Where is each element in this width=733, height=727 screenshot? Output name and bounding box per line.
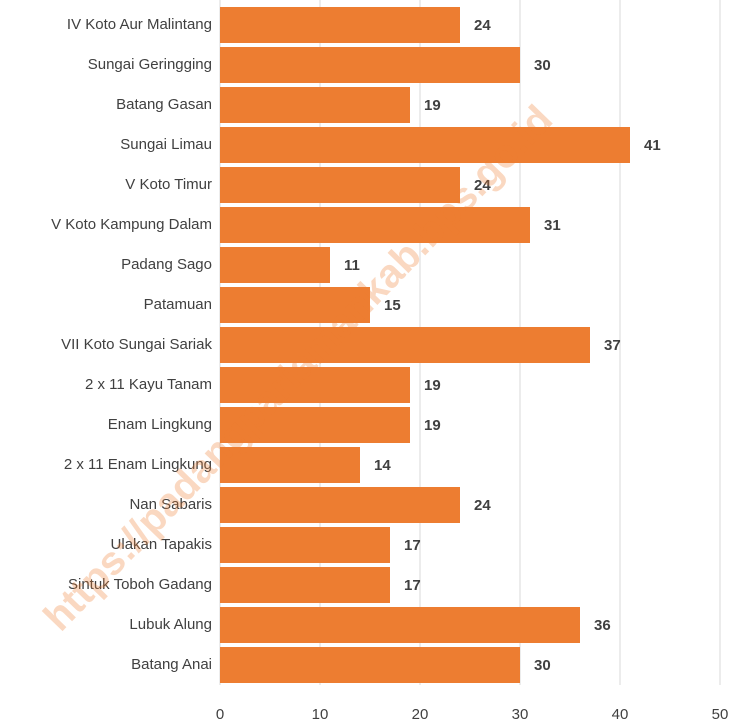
value-label: 19 xyxy=(424,417,441,434)
bar xyxy=(220,367,410,403)
bar xyxy=(220,87,410,123)
bar xyxy=(220,447,360,483)
x-tick-label: 20 xyxy=(412,706,429,723)
value-label: 41 xyxy=(644,137,661,154)
y-tick-label: Padang Sago xyxy=(121,256,212,273)
y-tick-label: Enam Lingkung xyxy=(108,416,212,433)
y-tick-label: Batang Gasan xyxy=(116,96,212,113)
value-label: 19 xyxy=(424,97,441,114)
y-tick-label: V Koto Kampung Dalam xyxy=(51,216,212,233)
y-tick-label: Patamuan xyxy=(144,296,212,313)
y-tick-label: 2 x 11 Kayu Tanam xyxy=(85,376,212,393)
bar xyxy=(220,247,330,283)
x-tick-label: 10 xyxy=(312,706,329,723)
bar xyxy=(220,167,460,203)
bar xyxy=(220,327,590,363)
bar xyxy=(220,207,530,243)
value-label: 17 xyxy=(404,577,421,594)
x-tick-label: 40 xyxy=(612,706,629,723)
bar xyxy=(220,567,390,603)
value-label: 24 xyxy=(474,177,491,194)
value-label: 19 xyxy=(424,377,441,394)
y-tick-label: Batang Anai xyxy=(131,656,212,673)
value-label: 17 xyxy=(404,537,421,554)
value-label: 36 xyxy=(594,617,611,634)
bar xyxy=(220,287,370,323)
y-tick-label: 2 x 11 Enam Lingkung xyxy=(64,456,212,473)
bar xyxy=(220,487,460,523)
value-label: 30 xyxy=(534,57,551,74)
bar xyxy=(220,647,520,683)
bar xyxy=(220,127,630,163)
y-tick-label: Lubuk Alung xyxy=(129,616,212,633)
x-tick-label: 0 xyxy=(216,706,224,723)
value-label: 30 xyxy=(534,657,551,674)
y-tick-label: Sintuk Toboh Gadang xyxy=(68,576,212,593)
bar xyxy=(220,607,580,643)
y-tick-label: Nan Sabaris xyxy=(129,496,212,513)
value-label: 15 xyxy=(384,297,401,314)
value-label: 37 xyxy=(604,337,621,354)
bar xyxy=(220,7,460,43)
value-label: 24 xyxy=(474,497,491,514)
x-tick-label: 30 xyxy=(512,706,529,723)
x-tick-label: 50 xyxy=(712,706,729,723)
y-tick-label: Sungai Geringging xyxy=(88,56,212,73)
value-label: 31 xyxy=(544,217,561,234)
y-tick-label: Ulakan Tapakis xyxy=(111,536,212,553)
y-tick-label: V Koto Timur xyxy=(125,176,212,193)
y-tick-label: Sungai Limau xyxy=(120,136,212,153)
value-label: 24 xyxy=(474,17,491,34)
bar xyxy=(220,47,520,83)
value-label: 11 xyxy=(344,257,360,274)
bar xyxy=(220,407,410,443)
bar xyxy=(220,527,390,563)
y-tick-label: VII Koto Sungai Sariak xyxy=(61,336,212,353)
value-label: 14 xyxy=(374,457,391,474)
y-tick-label: IV Koto Aur Malintang xyxy=(67,16,212,33)
